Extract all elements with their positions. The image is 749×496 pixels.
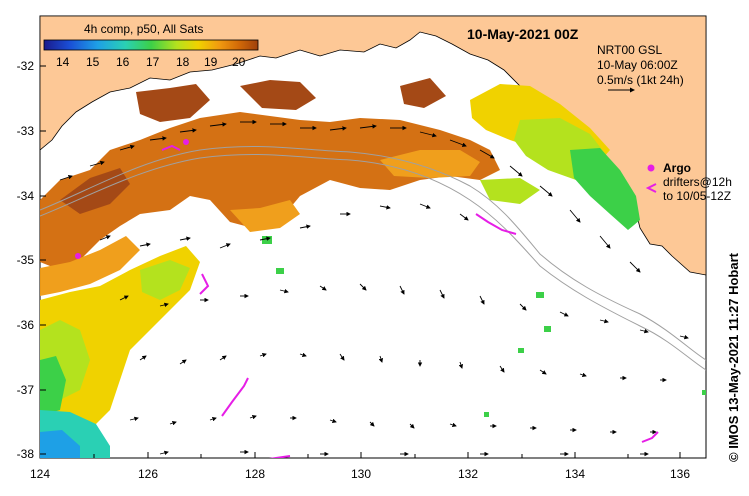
y-tick-label: -37 (17, 383, 35, 397)
x-tick-label: 134 (565, 467, 585, 481)
x-tick-label: 124 (30, 467, 50, 481)
x-tick-label: 132 (458, 467, 478, 481)
colorbar-tick: 15 (86, 55, 100, 69)
colorbar-title: 4h comp, p50, All Sats (84, 22, 203, 36)
sst-warm-band (40, 78, 500, 296)
currents-product: NRT00 GSL (597, 43, 662, 57)
x-tick-label: 130 (351, 467, 371, 481)
colorbar-gradient (43, 39, 259, 51)
sst-mid-band (40, 246, 200, 458)
currents-time: 10-May 06:00Z (597, 58, 678, 72)
legend: Argo drifters@12h to 10/05-12Z (645, 161, 732, 203)
x-tick-label: 126 (138, 467, 158, 481)
legend-argo: Argo (663, 161, 691, 175)
x-ticks (93, 452, 681, 458)
y-tick-label: -33 (17, 124, 35, 138)
x-tick-label: 128 (245, 467, 265, 481)
bathymetry-contours (40, 146, 706, 371)
x-axis: 124 126 128 130 132 134 136 (30, 467, 690, 481)
colorbar-tick: 16 (116, 55, 130, 69)
y-tick-label: -35 (17, 253, 35, 267)
colorbar-tick: 17 (146, 55, 160, 69)
argo-marker (647, 164, 655, 172)
y-tick-label: -36 (17, 318, 35, 332)
x-tick-label: 136 (670, 467, 690, 481)
colorbar-tick: 20 (232, 55, 246, 69)
y-tick-label: -38 (17, 447, 35, 461)
currents-info: NRT00 GSL 10-May 06:00Z 0.5m/s (1kt 24h) (597, 43, 684, 93)
current-vectors (59, 119, 689, 457)
argo-floats (75, 139, 189, 259)
y-ticks (40, 65, 46, 455)
sst-east-band (470, 84, 640, 230)
legend-drifters-1: drifters@12h (663, 175, 732, 189)
y-tick-label: -32 (17, 59, 35, 73)
y-axis: -32 -33 -34 -35 -36 -37 -38 (17, 59, 35, 461)
y-tick-label: -34 (17, 189, 35, 203)
colorbar-tick: 19 (204, 55, 218, 69)
legend-drifters-2: to 10/05-12Z (663, 189, 731, 203)
colorbar-tick: 14 (56, 55, 70, 69)
currents-scale: 0.5m/s (1kt 24h) (597, 73, 684, 87)
colorbar-tick: 18 (176, 55, 190, 69)
drifter-tracks (161, 144, 659, 458)
credit-label: © IMOS 13-May-2021 11:27 Hobart (726, 252, 741, 462)
map-title: 10-May-2021 00Z (467, 26, 579, 42)
colorbar: 4h comp, p50, All Sats 14 15 16 17 18 19… (43, 22, 259, 69)
drifter-marker (645, 183, 657, 193)
australia-landmass (40, 16, 706, 276)
